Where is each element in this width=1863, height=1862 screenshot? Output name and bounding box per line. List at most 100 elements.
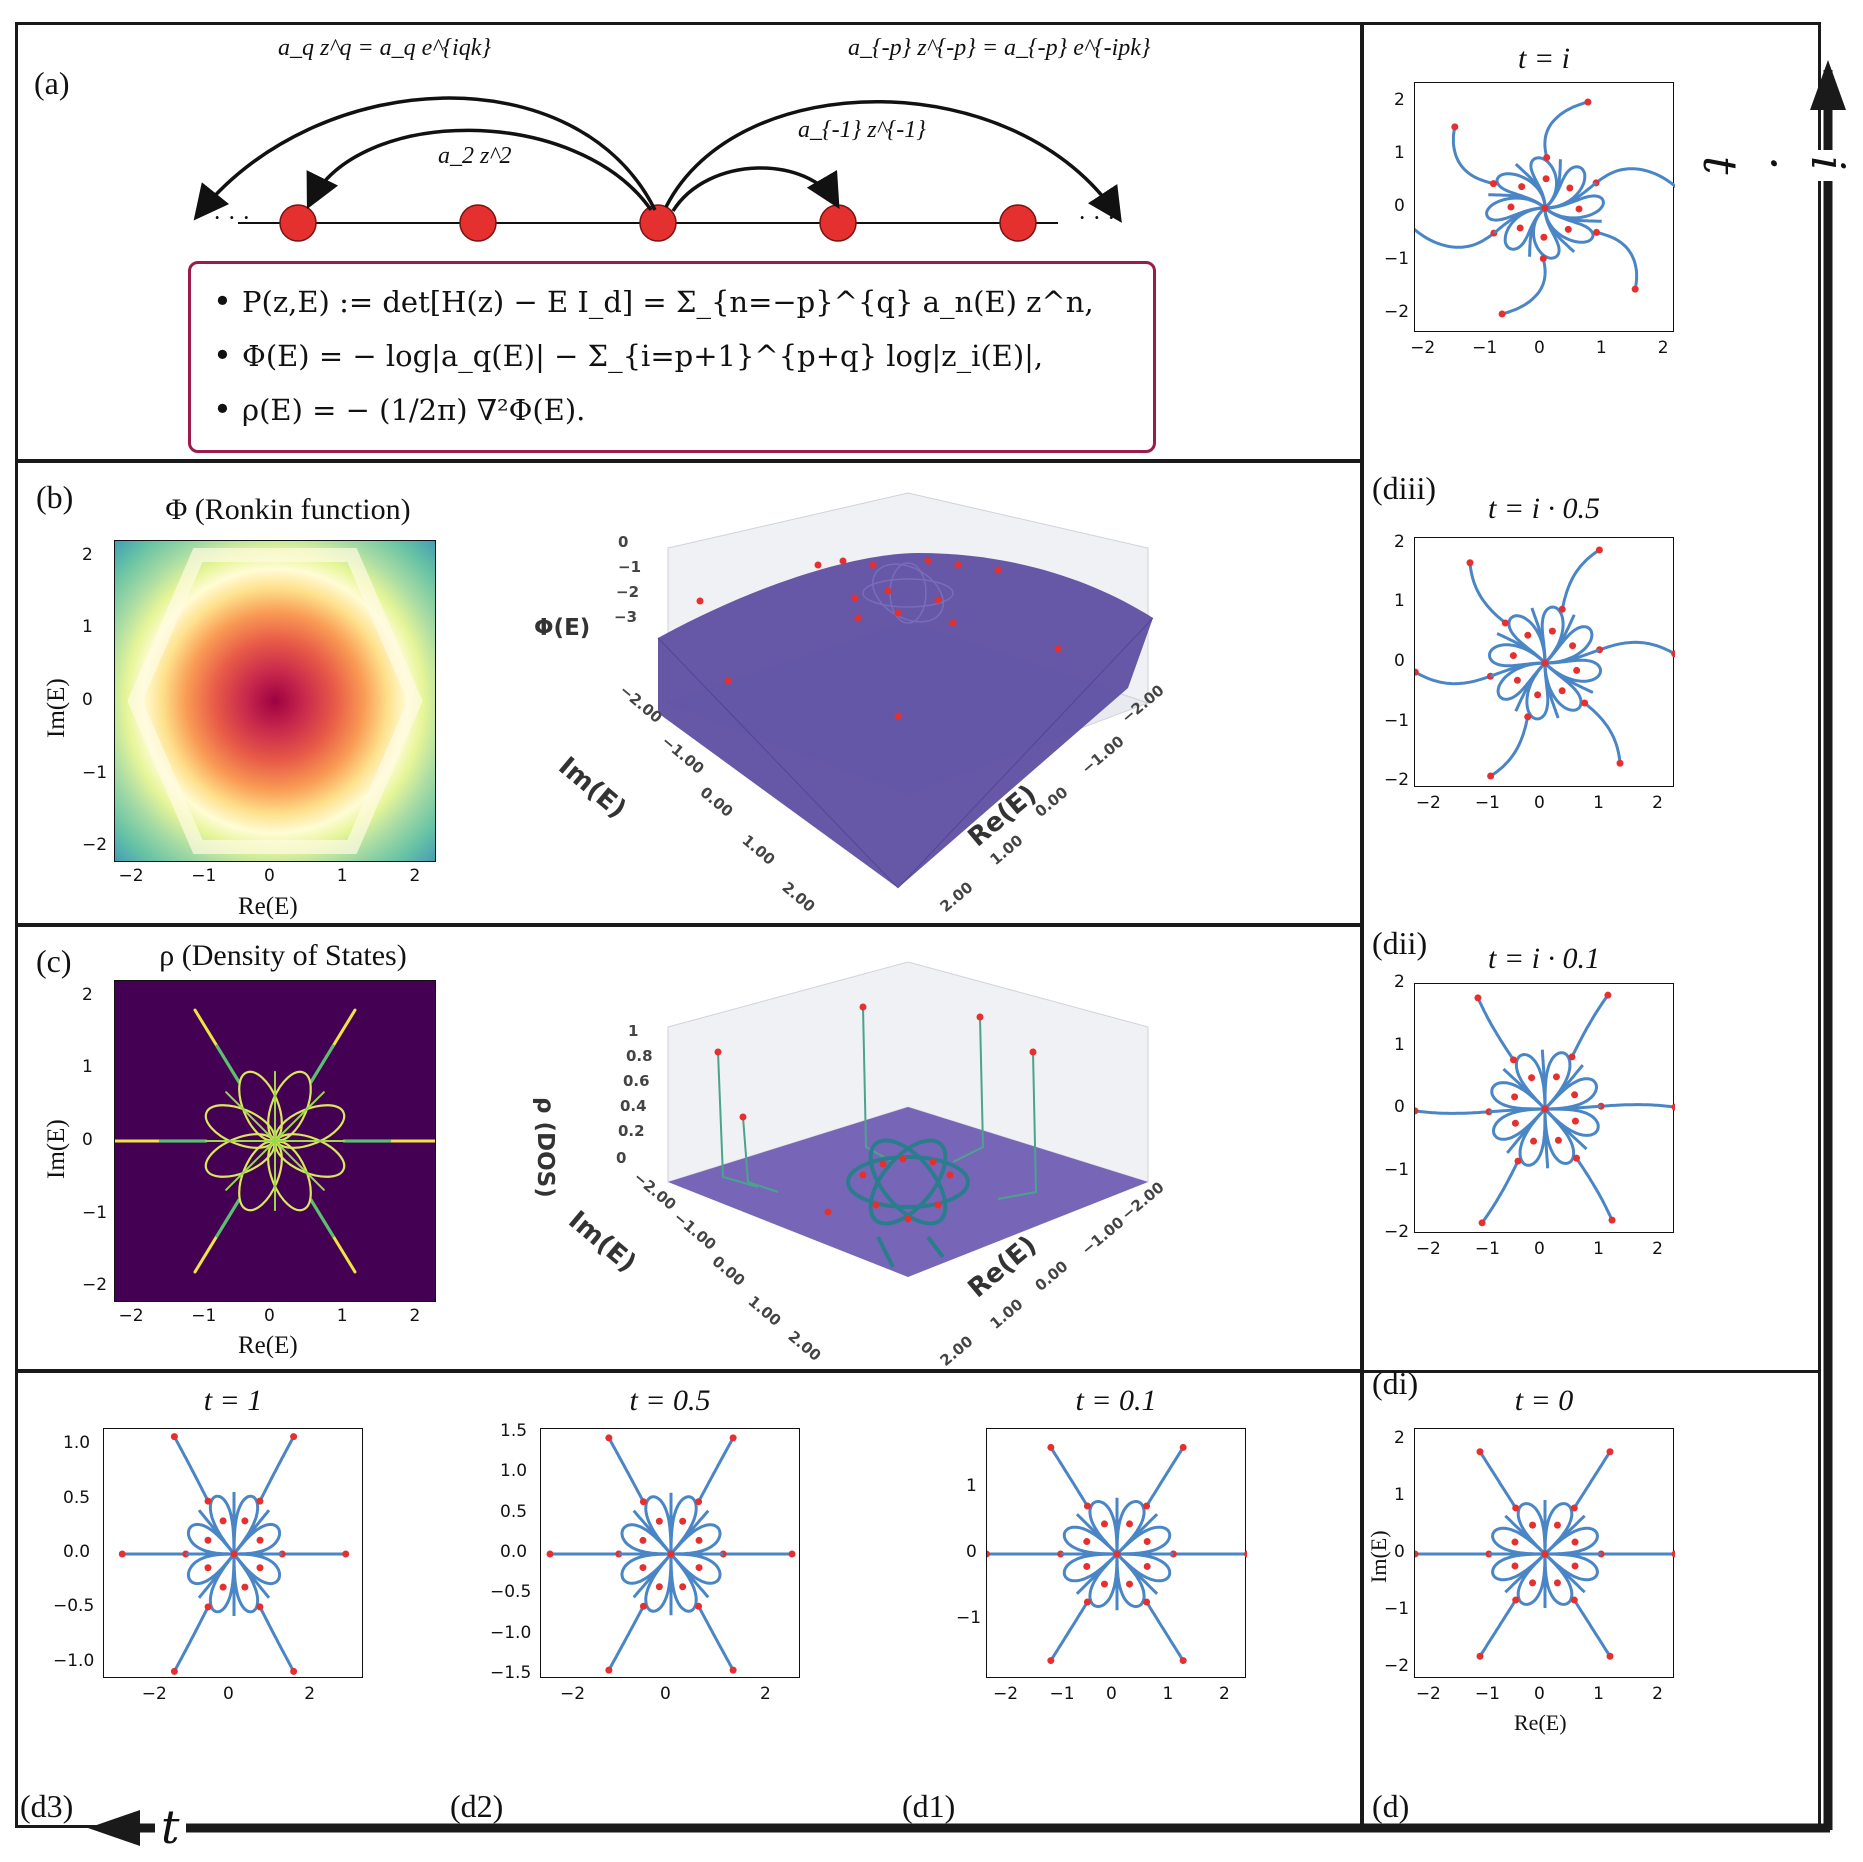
eigen-dot (987, 1550, 990, 1558)
eigen-dot (1593, 228, 1601, 236)
ytick-label: 1 (1394, 1485, 1405, 1506)
ronkin-surface-3d (657, 492, 1154, 889)
ytick-label: 2 (1394, 972, 1405, 992)
ytick-label: 1.5 (500, 1421, 528, 1442)
eigen-dot (1558, 687, 1566, 695)
dos-spikes (717, 1006, 1038, 1200)
xtick-label: −2 (1410, 338, 1436, 358)
eigen-dot (1451, 123, 1459, 131)
eigen-dot (1516, 224, 1524, 232)
formula-1: • P(z,E) := det[H(z) − E I_d] = Σ_{n=−p}… (213, 282, 1094, 320)
spectrum-frame (540, 1428, 800, 1678)
spectrum-ray (607, 1437, 645, 1503)
spectrum-ray (1595, 167, 1675, 189)
spectrum-petal (1115, 1552, 1146, 1608)
eigen-dot (1509, 1056, 1517, 1064)
ytick-label: 0 (1394, 651, 1405, 671)
ytick-label: −1.5 (490, 1662, 532, 1683)
hop-arrow-amp (664, 100, 1122, 223)
eigen-dot (1511, 1093, 1519, 1101)
spectrum-petal (1487, 643, 1547, 668)
ytick-label: 1 (966, 1476, 977, 1497)
eigen-dot (1100, 1580, 1108, 1588)
spectrum-ray (1596, 230, 1639, 290)
eigen-dot (1529, 1521, 1537, 1529)
spectrum-title: t = 1 (203, 1384, 263, 1417)
eigen-dot (1539, 255, 1547, 263)
ytick-label: 0 (1394, 1097, 1405, 1117)
phi-eigen-dots (696, 557, 1062, 720)
xtick-label: −1 (1474, 1239, 1500, 1259)
eigen-dot (546, 1550, 554, 1558)
spectrum-petal (1543, 206, 1595, 244)
spectrum-petal (1543, 1077, 1599, 1111)
ytick-label: 0 (1394, 196, 1405, 216)
eigen-dot (639, 1498, 647, 1506)
dos-ztick: 0.6 (623, 1072, 650, 1090)
eigen-dot (1478, 1219, 1486, 1227)
spectrum-petal (1525, 661, 1550, 721)
spectrum-ray (1478, 1599, 1517, 1658)
spectrum-petal (1543, 1552, 1599, 1582)
spectrum-petal (1503, 206, 1547, 251)
spectrum-petal (644, 1495, 673, 1555)
eigen-dot (1100, 1520, 1108, 1528)
eigen-dot (1083, 1562, 1091, 1570)
site (459, 204, 497, 242)
eigen-dot-center (667, 1550, 675, 1558)
ronkin-xlabel: Re(E) (238, 893, 298, 920)
eigen-dot (695, 1564, 703, 1572)
dos-surface-3d (667, 961, 1149, 1277)
ytick-label: −1 (1384, 710, 1410, 731)
xtick-label: −2 (1415, 793, 1441, 813)
spectrum-title: t = 0.5 (629, 1384, 711, 1417)
eigen-dot (1485, 1550, 1493, 1558)
xtick-label: −2 (141, 1684, 167, 1704)
spectrum-ray (173, 1606, 210, 1673)
spectrum-ray (1451, 126, 1494, 186)
eigen-dot (1524, 631, 1532, 639)
ytick-label: −2 (82, 835, 108, 856)
spectrum-plot (546, 1434, 796, 1674)
spectrum-frame (1414, 983, 1675, 1233)
spectrum-petal (1543, 658, 1603, 683)
spectrum-petal (1115, 1525, 1172, 1556)
spectrum-plot (1415, 1448, 1675, 1660)
eigen-dot (204, 1536, 212, 1544)
eigen-dot (182, 1550, 190, 1558)
eigen-dot (1474, 994, 1482, 1002)
spectrum-petal (1543, 1051, 1572, 1111)
eigen-dot (1571, 1538, 1579, 1546)
eigen-dot (204, 1603, 212, 1611)
eigen-dot (256, 1564, 264, 1572)
spectrum-title: t = i · 0.1 (1488, 942, 1600, 975)
eigen-dot-center (1541, 204, 1549, 212)
ellipsis-right: · · · (1078, 205, 1116, 232)
spectrum-panel-label: (d1) (902, 1788, 956, 1824)
eigen-dot (1047, 1657, 1055, 1665)
ytick-label: 0.0 (63, 1542, 91, 1562)
ytick-label: −0.5 (53, 1596, 95, 1617)
label-aq: a_q z^q = a_q e^{iqk} (278, 35, 491, 61)
xtick-label: 1 (336, 866, 348, 886)
spectrum-ray (1468, 562, 1507, 625)
spectrum-ray (697, 1605, 735, 1671)
eigen-dot (219, 1517, 227, 1525)
xtick-label: −1 (1474, 1684, 1500, 1704)
formula-2: • Φ(E) = − log|a_q(E)| − Σ_{i=p+1}^{p+q}… (213, 336, 1044, 374)
xtick-label: −2 (560, 1684, 586, 1704)
spectrum-ray (1489, 716, 1530, 778)
spectrum-ray (1480, 1160, 1520, 1224)
spectrum-ray (1600, 1103, 1675, 1109)
eigen-dot (1553, 1579, 1561, 1587)
spectrum-petal (1544, 194, 1605, 220)
eigen-dot (1126, 1580, 1134, 1588)
xtick-label: −2 (118, 866, 144, 886)
xtick-label: 1 (1593, 793, 1604, 813)
eigen-dot (290, 1433, 298, 1441)
spectrum-ray (1560, 548, 1601, 610)
spectrum-ray (1599, 640, 1675, 656)
spectrum-petal (669, 1553, 698, 1613)
spectrum-petal (1088, 1552, 1119, 1608)
ytick-label: 0.5 (500, 1501, 528, 1522)
